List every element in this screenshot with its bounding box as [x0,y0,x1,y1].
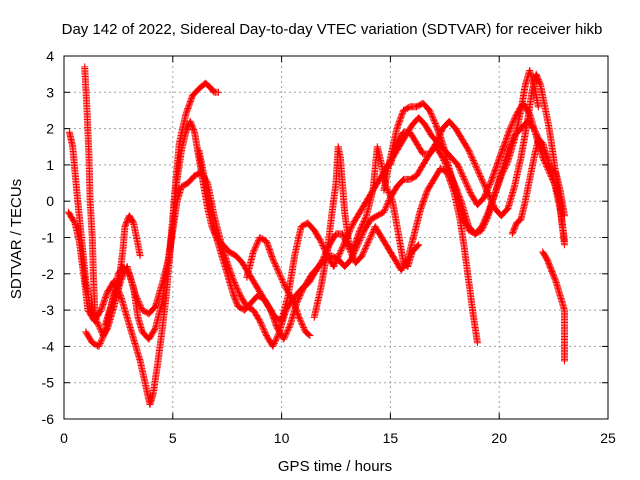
series-track-10 [101,212,144,329]
series-track-7 [508,136,568,238]
y-tick-label: -5 [42,375,55,391]
y-tick-label: 0 [46,193,54,209]
series-track-8 [539,248,568,365]
y-axis-label: SDTVAR / TECUs [8,179,25,299]
y-tick-label: -1 [42,230,55,246]
x-tick-label: 25 [600,430,616,446]
series-track-3 [82,117,568,350]
series-markers [380,67,542,238]
chart-title: Day 142 of 2022, Sidereal Day-to-day VTE… [62,21,603,38]
y-tick-label: 2 [46,121,54,137]
y-tick-label: 1 [46,157,54,173]
x-tick-label: 20 [491,430,507,446]
plot-frame [63,55,609,420]
y-tick-label: -2 [42,266,55,282]
series-markers [310,143,423,321]
y-tick-label: -4 [42,338,55,354]
series-markers [243,234,314,340]
axis-ticks: 0 5 10 15 20 25 -6 -5 -4 -3 -2 -1 0 1 2 3 4 [42,48,616,446]
series-track-11 [310,143,423,321]
y-tick-label: -6 [42,411,55,427]
x-tick-label: 10 [274,430,290,446]
series-track-9 [81,63,100,325]
x-tick-label: 0 [60,430,68,446]
series-track-6 [380,67,542,238]
series-markers [101,212,144,329]
y-tick-label: 4 [46,48,54,64]
series-markers [508,136,568,238]
x-tick-label: 15 [383,430,399,446]
x-tick-label: 5 [169,430,177,446]
series-markers [539,248,568,365]
y-tick-label: 3 [46,84,54,100]
series-markers [81,63,100,325]
series-track-12 [243,234,314,340]
data-marks [64,63,568,408]
x-axis-label: GPS time / hours [278,458,392,475]
series-markers [82,117,568,350]
y-tick-label: -3 [42,302,55,318]
